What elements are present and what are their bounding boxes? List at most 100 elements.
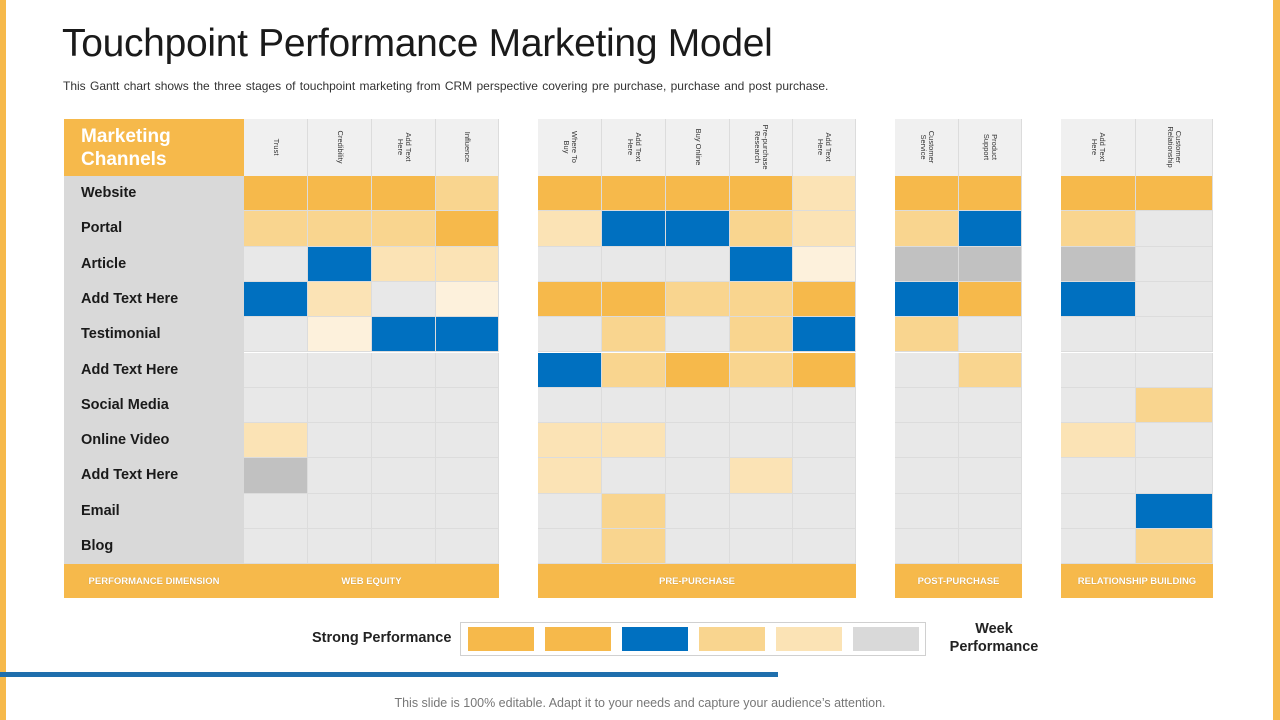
heatmap-cell	[308, 317, 372, 353]
heatmap-cell	[895, 352, 959, 388]
row-label: Testimonial	[81, 326, 161, 343]
row-label: Add Text Here	[81, 467, 179, 484]
heatmap-cell	[538, 529, 602, 565]
heatmap-cell	[959, 458, 1022, 494]
heatmap-cell	[1061, 317, 1136, 353]
heatmap-cell	[666, 281, 730, 318]
heatmap-cell	[538, 211, 602, 247]
heatmap-cell	[793, 529, 856, 565]
column-header-label: Product Support	[982, 133, 999, 161]
heatmap-cell	[602, 458, 666, 494]
column-header-label: Customer Service	[918, 130, 936, 164]
heatmap-cell	[793, 317, 856, 353]
heatmap-cell	[666, 352, 730, 388]
heatmap-cell	[959, 529, 1022, 565]
heatmap-cell	[1061, 529, 1136, 565]
left-accent-bar	[0, 0, 6, 720]
heatmap-cell	[959, 387, 1022, 424]
page-title: Touchpoint Performance Marketing Model	[62, 22, 773, 65]
heatmap-cell	[372, 352, 436, 388]
column-header-label: Add Text Here	[625, 132, 643, 162]
heatmap-cell	[1136, 458, 1213, 494]
heatmap-cell	[666, 387, 730, 424]
heatmap-cell	[666, 529, 730, 565]
heatmap-cell	[730, 176, 793, 212]
heatmap-cell	[308, 387, 372, 424]
row-label: Online Video	[81, 432, 170, 449]
heatmap-cell	[308, 423, 372, 459]
heatmap-cell	[244, 529, 308, 565]
heatmap-cell	[666, 317, 730, 353]
column-header: Buy Online	[666, 119, 730, 176]
heatmap-cell	[895, 176, 959, 212]
heatmap-cell	[436, 176, 499, 212]
heatmap-cell	[793, 458, 856, 494]
heatmap-cell	[730, 493, 793, 529]
heatmap-cell	[372, 211, 436, 247]
column-header-label: Influence	[463, 131, 472, 163]
column-header-label: Add Text Here	[395, 132, 413, 162]
heatmap-cell	[244, 458, 308, 494]
heatmap-cell	[602, 529, 666, 565]
heatmap-cell	[730, 317, 793, 353]
column-header: Add Text Here	[1061, 119, 1136, 176]
heatmap-cell	[959, 317, 1022, 353]
heatmap-cell	[538, 458, 602, 494]
performance-dimension-label: PERFORMANCE DIMENSION	[64, 564, 244, 598]
heatmap-cell	[666, 423, 730, 459]
heatmap-cell	[730, 281, 793, 318]
heatmap-cell	[1061, 423, 1136, 459]
heatmap-cell	[666, 458, 730, 494]
legend-strong-label: Strong Performance	[312, 630, 452, 646]
heatmap-cell	[895, 423, 959, 459]
heatmap-cell	[244, 423, 308, 459]
column-header: Add Text Here	[602, 119, 666, 176]
heatmap-cell	[372, 423, 436, 459]
column-header: Product Support	[959, 119, 1022, 176]
row-label: Add Text Here	[81, 290, 179, 307]
legend-swatch	[545, 627, 611, 651]
heatmap-cell	[666, 176, 730, 212]
heatmap-cell	[793, 281, 856, 318]
heatmap-cell	[730, 458, 793, 494]
heatmap-cell	[244, 352, 308, 388]
heatmap-cell	[538, 423, 602, 459]
heatmap-cell	[959, 246, 1022, 282]
row-label: Article	[81, 255, 127, 272]
page-subtitle: This Gantt chart shows the three stages …	[63, 79, 829, 93]
row-label: Social Media	[81, 396, 169, 413]
heatmap-cell	[538, 493, 602, 529]
legend-box	[460, 622, 926, 656]
heatmap-cell	[372, 317, 436, 353]
heatmap-cell	[793, 493, 856, 529]
heatmap-cell	[959, 281, 1022, 318]
legend-swatch	[468, 627, 534, 651]
heatmap-cell	[436, 493, 499, 529]
heatmap-cell	[602, 387, 666, 424]
heatmap-cell	[308, 281, 372, 318]
heatmap-cell	[244, 246, 308, 282]
heatmap-cell	[666, 211, 730, 247]
footer-note: This slide is 100% editable. Adapt it to…	[394, 696, 886, 710]
column-header-label: Buy Online	[693, 128, 703, 166]
legend-swatch	[853, 627, 919, 651]
column-header: Credibility	[308, 119, 372, 176]
heatmap-cell	[895, 387, 959, 424]
legend-swatch	[776, 627, 842, 651]
heatmap-cell	[895, 493, 959, 529]
heatmap-cell	[1061, 211, 1136, 247]
column-header-label: Add Text Here	[816, 132, 833, 162]
heatmap-cell	[1061, 493, 1136, 529]
heatmap-cell	[666, 246, 730, 282]
heatmap-cell	[1061, 246, 1136, 282]
column-header-label: Where To Buy	[561, 131, 579, 163]
heatmap-cell	[895, 458, 959, 494]
legend-swatch	[699, 627, 765, 651]
column-header: Add Text Here	[372, 119, 436, 176]
heatmap-cell	[793, 352, 856, 388]
heatmap-cell	[436, 458, 499, 494]
heatmap-cell	[538, 176, 602, 212]
column-header-label: Customer Relationship	[1166, 126, 1183, 168]
column-header-label: Pre-purchase Research	[753, 124, 770, 170]
group-band: WEB EQUITY	[244, 564, 499, 598]
